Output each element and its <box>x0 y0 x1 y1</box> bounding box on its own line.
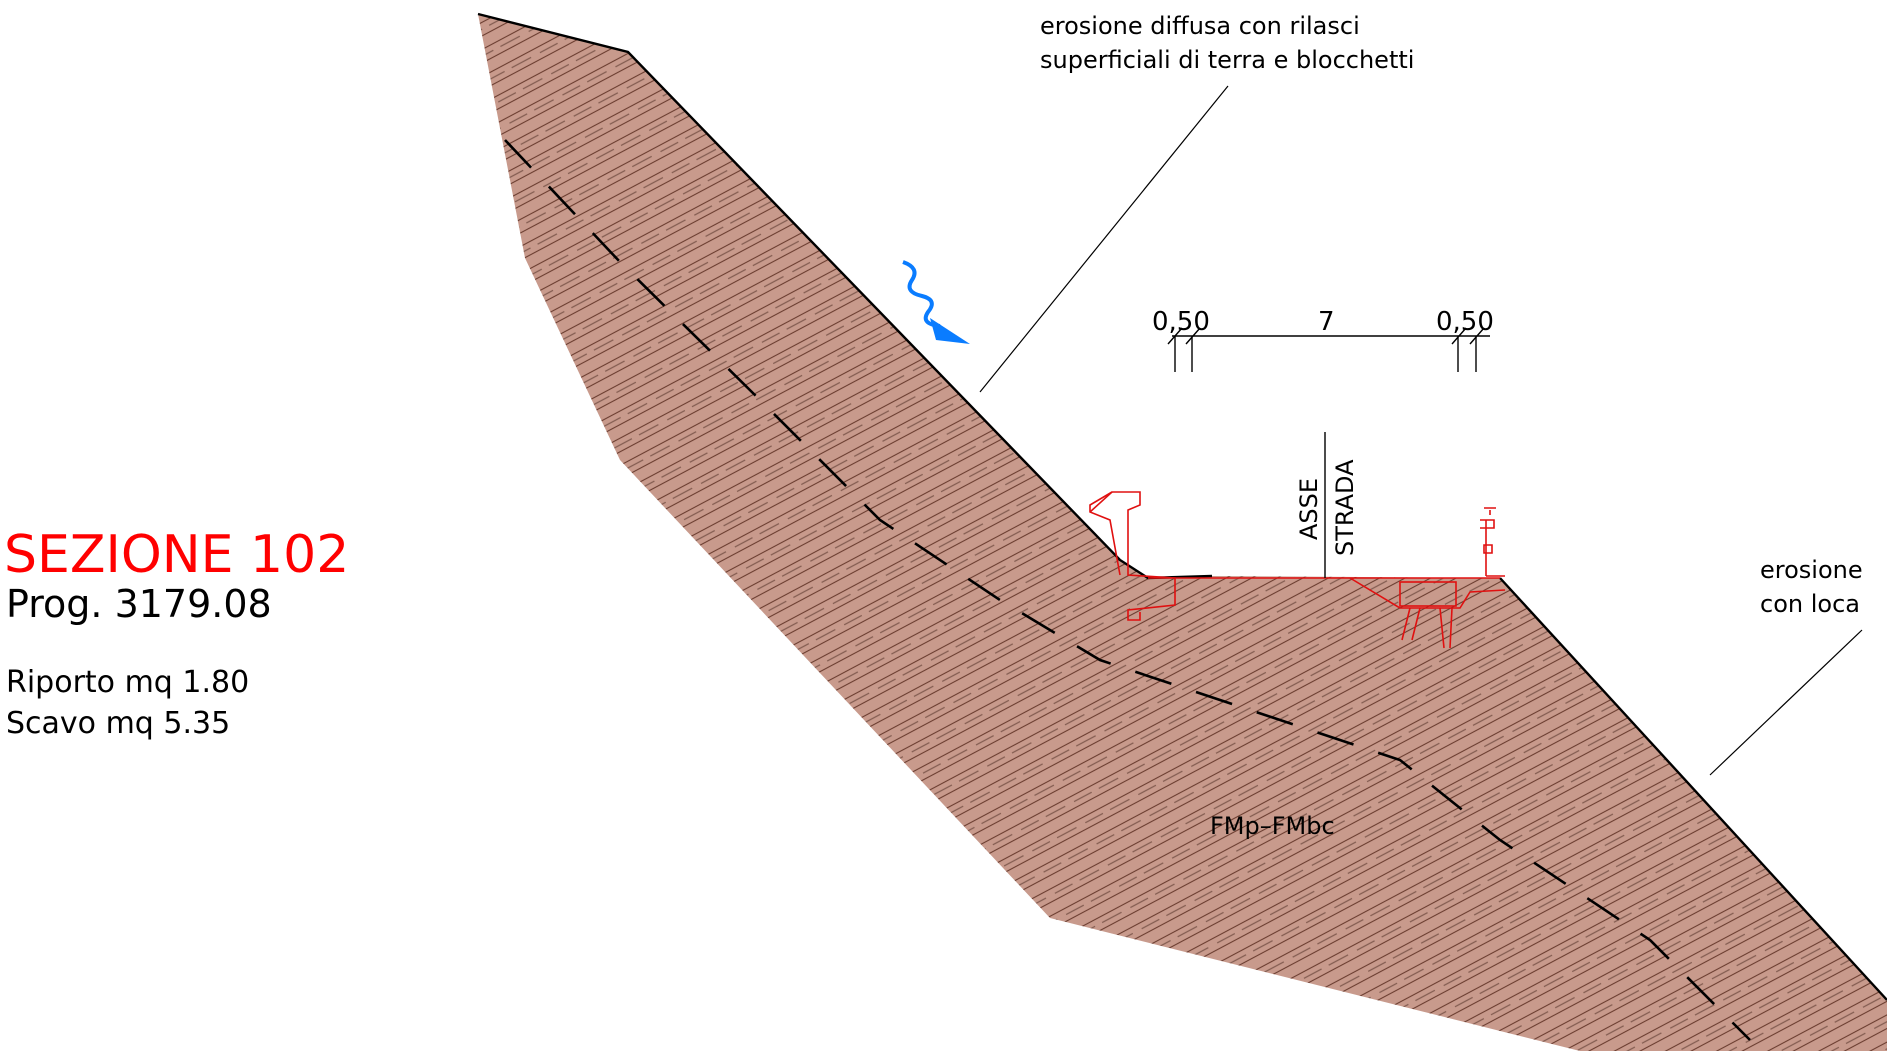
axis-label-line2: STRADA <box>1331 459 1359 556</box>
dim-left-shoulder: 0,50 <box>1152 307 1210 337</box>
formation-label: FMp–FMbc <box>1210 812 1335 840</box>
axis-label-line1: ASSE <box>1295 478 1323 540</box>
section-title: SEZIONE 102 <box>4 525 349 585</box>
fill-area: Riporto mq 1.80 <box>6 665 249 700</box>
bedrock-contact-line <box>504 139 1751 1041</box>
retaining-wall-icon <box>1089 491 1176 621</box>
section-progressive: Prog. 3179.08 <box>6 582 272 626</box>
guardrail-icon <box>1401 507 1505 649</box>
leader-line-right <box>1709 629 1863 776</box>
road-platform <box>1148 577 1506 609</box>
cut-area: Scavo mq 5.35 <box>6 706 230 741</box>
dimension-line <box>1167 327 1490 372</box>
erosion-note-right-line2: con loca <box>1760 590 1860 618</box>
erosion-note-right-line1: erosione <box>1760 556 1863 584</box>
dim-carriageway: 7 <box>1318 307 1335 337</box>
wavy-water-arrow-icon <box>902 260 970 344</box>
leader-line-top <box>979 85 1229 393</box>
dim-right-shoulder: 0,50 <box>1436 307 1494 337</box>
erosion-note-top-line1: erosione diffusa con rilasci <box>1040 12 1360 40</box>
erosion-note-top-line2: superficiali di terra e blocchetti <box>1040 46 1414 74</box>
ground-profile-right <box>1499 577 1887 1001</box>
